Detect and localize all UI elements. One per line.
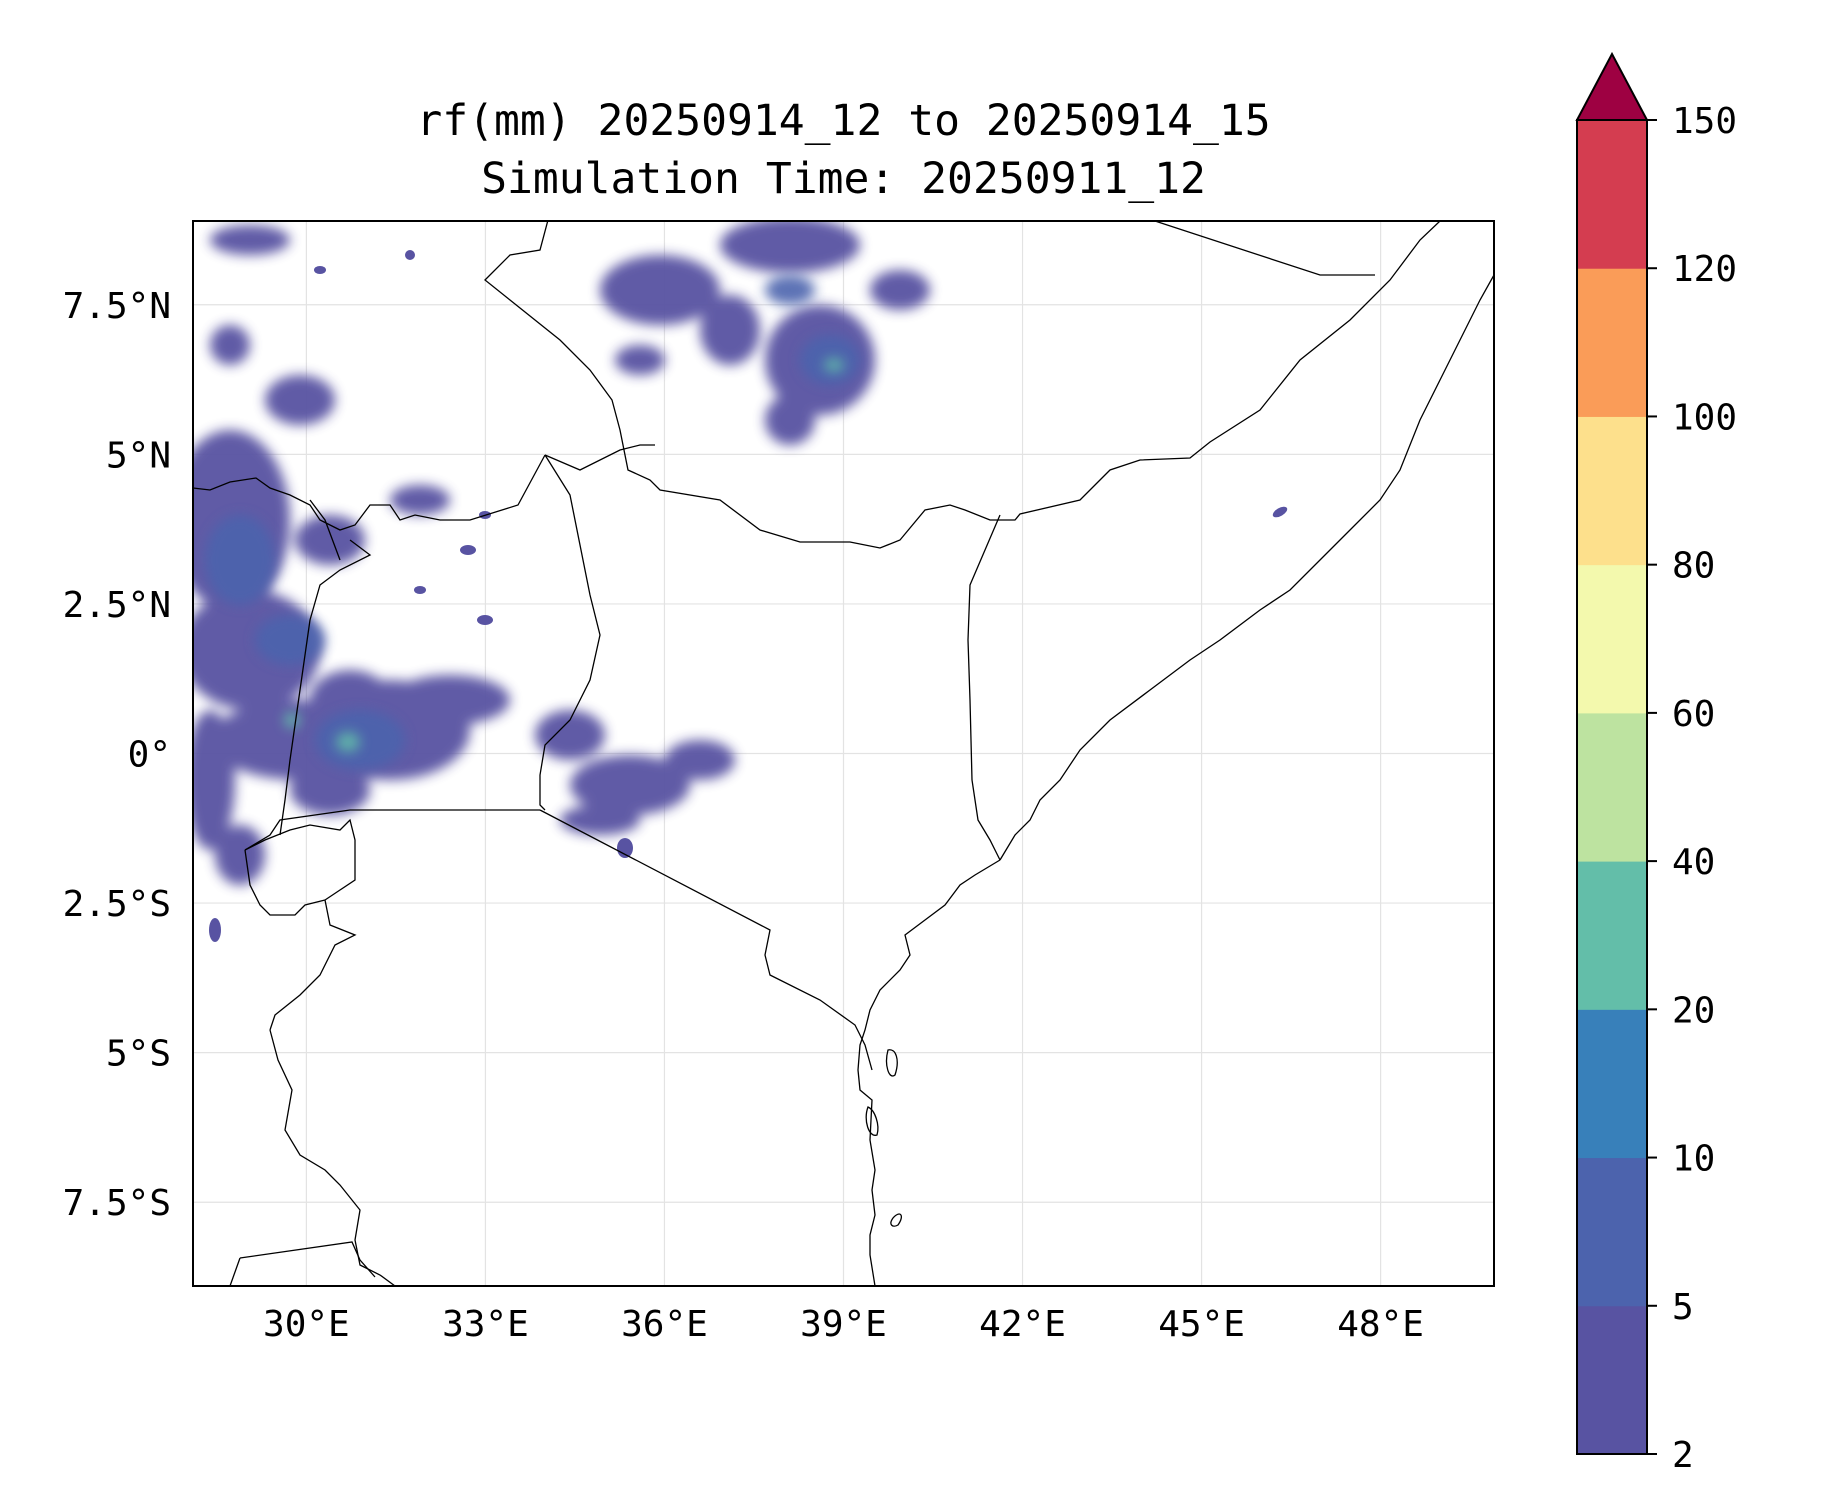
colorbar-segment xyxy=(1577,564,1647,714)
colorbar: 2 5 10 20 40 60 80 100 120 150 xyxy=(1575,51,1737,1476)
colorbar-segment xyxy=(1577,1157,1647,1307)
x-tick-label: 33°E xyxy=(442,1304,529,1345)
colorbar-tick-label: 40 xyxy=(1672,842,1715,883)
colorbar-tick-label: 10 xyxy=(1672,1139,1715,1180)
colorbar-tick-label: 20 xyxy=(1672,990,1715,1031)
y-tick-label: 7.5°N xyxy=(63,286,171,327)
colorbar-segment xyxy=(1577,861,1647,1010)
y-tick-label: 2.5°S xyxy=(63,884,171,925)
x-tick-label: 36°E xyxy=(621,1304,708,1345)
colorbar-tick-label: 60 xyxy=(1672,694,1715,735)
x-tick-label: 39°E xyxy=(800,1304,887,1345)
colorbar-tick-label: 120 xyxy=(1672,249,1737,290)
colorbar-tick-label: 5 xyxy=(1672,1287,1694,1328)
colorbar-tick-label: 80 xyxy=(1672,546,1715,587)
colorbar-tick-label: 150 xyxy=(1672,101,1737,142)
colorbar-tick-label: 100 xyxy=(1672,397,1737,438)
map-title-line2: Simulation Time: 20250911_12 xyxy=(481,154,1206,204)
x-tick-label: 45°E xyxy=(1158,1304,1245,1345)
y-tick-label: 5°S xyxy=(106,1034,171,1075)
y-tick-label: 0° xyxy=(128,735,171,776)
x-tick-label: 48°E xyxy=(1337,1304,1424,1345)
colorbar-segment xyxy=(1577,1305,1647,1455)
x-tick-label: 42°E xyxy=(979,1304,1066,1345)
colorbar-segment xyxy=(1577,416,1647,566)
colorbar-segment xyxy=(1577,120,1647,269)
map-title-line1: rf(mm) 20250914_12 to 20250914_15 xyxy=(416,96,1271,146)
colorbar-tick-label: 2 xyxy=(1672,1435,1694,1476)
country-borders xyxy=(193,221,1494,1286)
colorbar-extend-arrow xyxy=(1575,51,1649,121)
map-frame xyxy=(192,220,1495,1287)
colorbar-frame xyxy=(1576,119,1648,1455)
colorbar-segment xyxy=(1577,1009,1647,1159)
x-tick-label: 30°E xyxy=(263,1304,350,1345)
y-tick-label: 5°N xyxy=(106,435,171,476)
colorbar-segment xyxy=(1577,268,1647,417)
y-tick-label: 2.5°N xyxy=(63,585,171,626)
rainfall-field xyxy=(193,221,1288,942)
x-axis: 30°E 33°E 36°E 39°E 42°E 45°E 48°E xyxy=(263,1304,1424,1345)
y-tick-label: 7.5°S xyxy=(63,1183,171,1224)
colorbar-segment xyxy=(1577,712,1647,862)
gridlines xyxy=(193,221,1494,1286)
y-axis: 7.5°N 5°N 2.5°N 0° 2.5°S 5°S 7.5°S xyxy=(63,286,171,1224)
